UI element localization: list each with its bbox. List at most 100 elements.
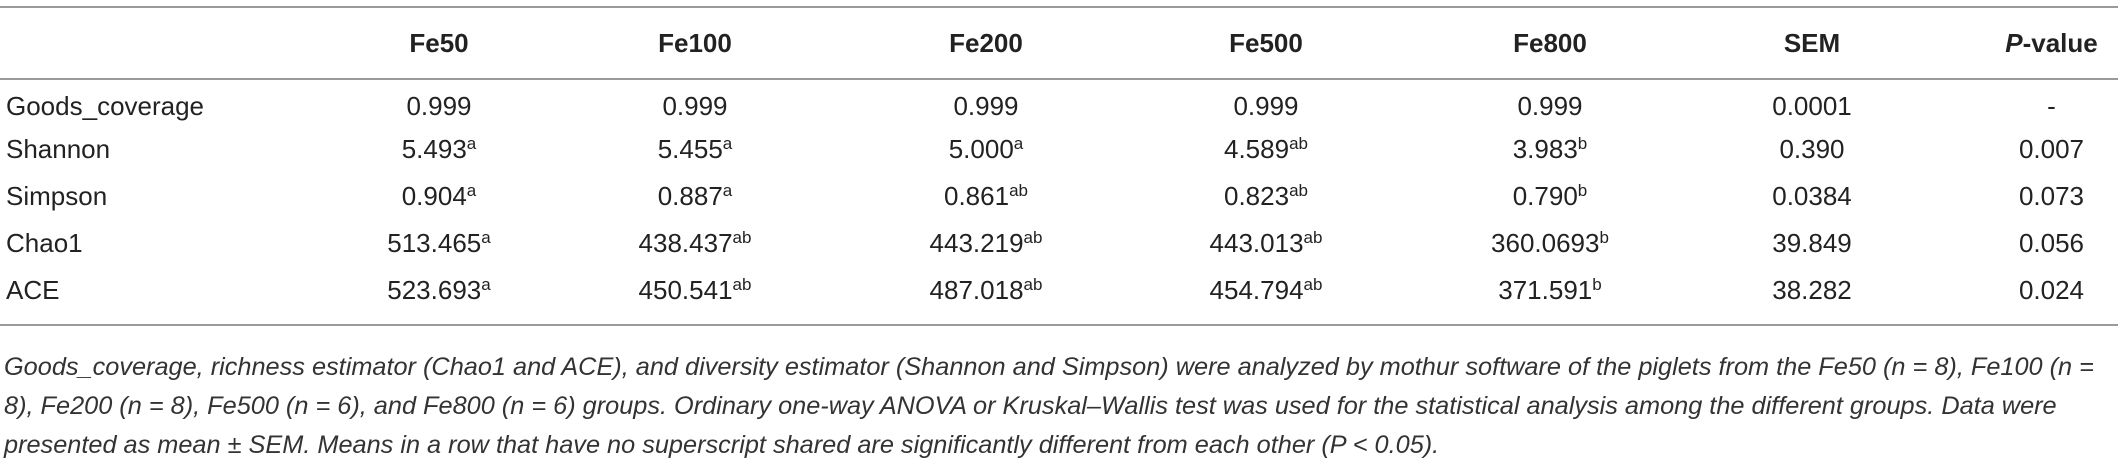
cell: 0.390: [1779, 134, 1845, 164]
superscript: ab: [1023, 274, 1043, 294]
cell-value: 360.0693: [1491, 228, 1600, 258]
superscript: ab: [1303, 274, 1323, 294]
header-italic: P: [2005, 27, 2023, 58]
cell: 38.282: [1772, 274, 1852, 305]
superscript: a: [481, 228, 491, 247]
cell: 438.437ab: [568, 220, 822, 267]
row-label: Simpson: [6, 181, 108, 211]
table-row: Chao1 513.465a 438.437ab 443.219ab 443.013ab…: [0, 220, 2118, 267]
cell-value: 0.823: [1224, 181, 1290, 211]
header-row: Fe50 Fe100 Fe200 Fe500 Fe800 SEM P-value: [0, 7, 2118, 79]
superscript: ab: [1023, 228, 1043, 247]
row-label: ACE: [6, 274, 60, 305]
column-header: Fe500: [1229, 27, 1303, 58]
superscript: ab: [1303, 228, 1323, 247]
cell: 39.849: [1772, 228, 1852, 258]
cell-value: 3.983: [1512, 134, 1578, 164]
cell: 0.790b: [1382, 173, 1718, 220]
cell: 523.693a: [310, 267, 568, 325]
superscript: a: [481, 274, 491, 294]
cell: 5.493a: [310, 126, 568, 173]
cell-value: 0.904: [401, 181, 467, 211]
cell-value: 523.693: [387, 274, 482, 305]
cell: 0.861ab: [822, 173, 1150, 220]
column-header: [0, 7, 310, 79]
row-label: Chao1: [6, 228, 83, 258]
superscript: ab: [732, 274, 752, 294]
table-row: Shannon 5.493a 5.455a 5.000a 4.589ab 3.983b 0.…: [0, 126, 2118, 173]
superscript: a: [1013, 134, 1024, 153]
cell-value: 5.000: [948, 134, 1014, 164]
cell-value: 0.861: [944, 181, 1010, 211]
column-header: Fe100: [658, 27, 732, 58]
cell: 0.887a: [568, 173, 822, 220]
cell: 0.999: [953, 91, 1019, 121]
cell: 0.0001: [1772, 91, 1852, 121]
superscript: ab: [1289, 134, 1308, 153]
cell-value: 443.219: [929, 228, 1024, 258]
cell: 0.024: [2018, 274, 2085, 305]
cell: 443.013ab: [1150, 220, 1382, 267]
superscript: b: [1577, 134, 1588, 153]
superscript: b: [1599, 228, 1609, 247]
cell-value: 450.541: [638, 274, 733, 305]
cell: 360.0693b: [1382, 220, 1718, 267]
cell: 0.999: [1233, 91, 1299, 121]
header-text: -value: [2022, 27, 2098, 58]
cell: 0.007: [2018, 134, 2085, 164]
column-header: Fe800: [1513, 27, 1587, 58]
cell: 513.465a: [310, 220, 568, 267]
superscript: a: [466, 134, 477, 153]
cell: 0.0384: [1772, 181, 1852, 211]
cell: 454.794ab: [1150, 267, 1382, 325]
cell-value: 487.018: [929, 274, 1024, 305]
superscript: a: [722, 181, 733, 200]
column-header: Fe200: [949, 27, 1023, 58]
cell-value: 371.591: [1498, 274, 1593, 305]
cell: 3.983b: [1382, 126, 1718, 173]
superscript: b: [1592, 274, 1602, 294]
cell-value: 0.887: [657, 181, 723, 211]
cell: 5.000a: [822, 126, 1150, 173]
superscript: ab: [1289, 181, 1308, 200]
cell: 5.455a: [568, 126, 822, 173]
data-table: Fe50 Fe100 Fe200 Fe500 Fe800 SEM P-value Goods…: [0, 6, 2118, 326]
cell: 0.904a: [310, 173, 568, 220]
cell-value: 5.455: [657, 134, 723, 164]
cell: 4.589ab: [1150, 126, 1382, 173]
cell-value: 438.437: [638, 228, 733, 258]
cell-value: 513.465: [387, 228, 482, 258]
table-row: Simpson 0.904a 0.887a 0.861ab 0.823ab 0.790b 0…: [0, 173, 2118, 220]
cell-value: 0.790: [1512, 181, 1578, 211]
cell: 0.999: [1517, 91, 1583, 121]
cell-value: 443.013: [1209, 228, 1304, 258]
cell-value: 454.794: [1209, 274, 1304, 305]
cell: -: [2047, 91, 2056, 121]
table-row: ACE 523.693a 450.541ab 487.018ab 454.794ab 37…: [0, 267, 2118, 325]
row-label: Goods_coverage: [6, 91, 205, 121]
superscript: a: [722, 134, 733, 153]
cell-value: 5.493: [401, 134, 467, 164]
cell: 443.219ab: [822, 220, 1150, 267]
cell-value: 4.589: [1224, 134, 1290, 164]
footnote: Goods_coverage, richness estimator (Chao…: [4, 353, 2094, 459]
superscript: b: [1577, 181, 1588, 200]
cell: 0.999: [662, 91, 728, 121]
cell: 0.056: [2018, 228, 2085, 258]
column-header: P-value: [1906, 7, 2118, 79]
cell: 487.018ab: [822, 267, 1150, 325]
cell: 0.073: [2018, 181, 2085, 211]
cell: 371.591b: [1382, 267, 1718, 325]
column-header: Fe50: [409, 27, 469, 58]
cell: 0.823ab: [1150, 173, 1382, 220]
cell: 450.541ab: [568, 267, 822, 325]
table-body: Goods_coverage 0.999 0.999 0.999 0.999 0.999 0…: [0, 79, 2118, 325]
table-row: Goods_coverage 0.999 0.999 0.999 0.999 0.999 0…: [0, 79, 2118, 126]
cell: 0.999: [406, 91, 472, 121]
row-label: Shannon: [6, 134, 111, 164]
superscript: a: [466, 181, 477, 200]
table-header: Fe50 Fe100 Fe200 Fe500 Fe800 SEM P-value: [0, 7, 2118, 79]
superscript: ab: [1009, 181, 1028, 200]
column-header: SEM: [1783, 27, 1841, 58]
